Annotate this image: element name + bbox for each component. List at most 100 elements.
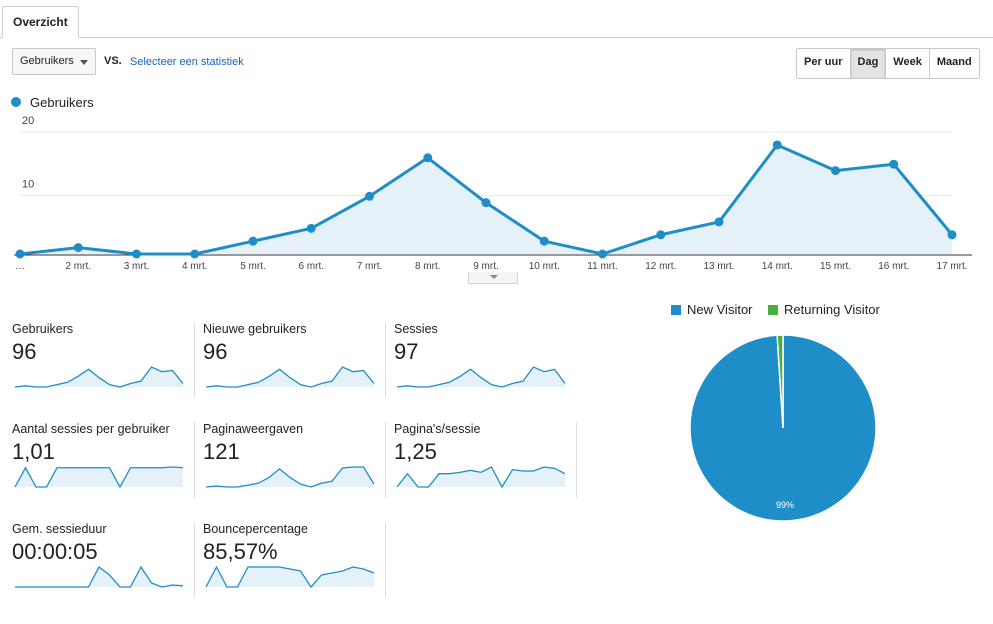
users-line-chart[interactable]: 20 10 … 2 mrt. 3 mrt. 4 mrt. 5 mrt. 6 mrt. 7 mrt… bbox=[0, 114, 993, 274]
metric-value: 00:00:05 bbox=[12, 539, 98, 564]
metric-label: Pagina's/sessie bbox=[394, 422, 481, 436]
data-point bbox=[132, 249, 141, 259]
data-point bbox=[190, 249, 200, 259]
sparkline bbox=[205, 366, 375, 388]
x-tick-label: 15 mrt. bbox=[820, 261, 851, 272]
x-tick-label: 13 mrt. bbox=[703, 261, 734, 272]
legend-swatch-icon bbox=[768, 304, 778, 315]
tab-overview[interactable]: Overzicht bbox=[2, 6, 79, 38]
sparkline bbox=[396, 366, 566, 388]
metric-tile[interactable]: Gebruikers 96 bbox=[12, 322, 195, 398]
metric-label: Nieuwe gebruikers bbox=[203, 322, 307, 336]
sparkline bbox=[205, 565, 375, 589]
data-point bbox=[73, 243, 83, 253]
chevron-down-icon bbox=[80, 60, 88, 65]
x-tick-label: 9 mrt. bbox=[473, 261, 499, 272]
vs-label: VS. bbox=[104, 55, 122, 67]
y-tick-label: 20 bbox=[22, 115, 34, 127]
metric-select[interactable]: Gebruikers bbox=[12, 48, 96, 75]
pie-slice-label: 99% bbox=[776, 500, 794, 510]
sparkline-area bbox=[206, 467, 374, 487]
metric-tile[interactable]: Sessies 97 bbox=[394, 322, 576, 398]
x-tick-label: 2 mrt. bbox=[65, 261, 91, 272]
sparkline-area bbox=[397, 367, 565, 387]
sparkline-area bbox=[15, 467, 183, 487]
tab-bar: Overzicht bbox=[0, 0, 993, 38]
data-point bbox=[481, 198, 491, 208]
sparkline-area bbox=[397, 467, 565, 487]
sparkline-line bbox=[14, 466, 184, 489]
x-tick-label: 16 mrt. bbox=[878, 261, 909, 272]
x-tick-label: 17 mrt. bbox=[936, 261, 967, 272]
data-point bbox=[306, 223, 316, 233]
metric-value: 96 bbox=[12, 339, 37, 364]
x-tick-label: 5 mrt. bbox=[240, 261, 266, 272]
pie-legend-returning[interactable]: Returning Visitor bbox=[768, 302, 880, 317]
metric-tile[interactable]: Bouncepercentage 85,57% bbox=[203, 522, 386, 598]
sparkline-area bbox=[15, 567, 183, 587]
metric-tile[interactable]: Nieuwe gebruikers 96 bbox=[203, 322, 386, 398]
data-point bbox=[831, 166, 840, 176]
x-tick-label: 12 mrt. bbox=[645, 261, 676, 272]
chart-collapse-handle[interactable] bbox=[468, 272, 518, 284]
period-button-month[interactable]: Maand bbox=[929, 49, 979, 78]
sparkline bbox=[14, 366, 184, 388]
metric-label: Gebruikers bbox=[12, 322, 74, 336]
data-point bbox=[714, 217, 724, 227]
metric-label: Paginaweergaven bbox=[203, 422, 304, 436]
period-button-hour[interactable]: Per uur bbox=[797, 49, 851, 78]
legend-swatch-icon bbox=[671, 304, 681, 315]
x-tick-label: 6 mrt. bbox=[298, 261, 324, 272]
sparkline-line bbox=[205, 366, 375, 388]
metric-tile[interactable]: Paginaweergaven 121 bbox=[203, 422, 386, 498]
x-tick-label: 7 mrt. bbox=[357, 261, 383, 272]
x-tick-label: 11 mrt. bbox=[587, 261, 617, 272]
sparkline-line bbox=[396, 366, 566, 388]
pie-legend-label: Returning Visitor bbox=[784, 302, 880, 317]
data-point bbox=[889, 159, 899, 169]
data-point bbox=[772, 140, 782, 150]
sparkline bbox=[205, 466, 375, 488]
x-tick-label: … bbox=[15, 261, 25, 272]
sparkline bbox=[15, 565, 184, 588]
metric-tile[interactable]: Pagina's/sessie 1,25 bbox=[394, 422, 577, 498]
series-area bbox=[20, 144, 952, 254]
data-point bbox=[423, 153, 433, 163]
sparkline bbox=[14, 466, 184, 489]
x-tick-label: 14 mrt. bbox=[762, 261, 793, 272]
data-point bbox=[539, 236, 549, 246]
data-point bbox=[15, 249, 25, 259]
metric-select-value: Gebruikers bbox=[20, 55, 74, 67]
x-tick-label: 3 mrt. bbox=[124, 261, 150, 272]
select-metric-link[interactable]: Selecteer een statistiek bbox=[130, 56, 244, 68]
metric-label: Sessies bbox=[394, 322, 438, 336]
data-point bbox=[248, 236, 258, 246]
metric-value: 85,57% bbox=[203, 539, 278, 564]
visitor-pie-chart[interactable]: 99% bbox=[685, 330, 881, 526]
metric-label: Aantal sessies per gebruiker bbox=[12, 422, 170, 436]
sparkline-line bbox=[396, 466, 566, 489]
x-tick-label: 4 mrt. bbox=[182, 261, 208, 272]
period-button-day[interactable]: Dag bbox=[850, 49, 887, 78]
metric-tile[interactable]: Aantal sessies per gebruiker 1,01 bbox=[12, 422, 195, 498]
sparkline-area bbox=[206, 367, 374, 387]
pie-legend-new[interactable]: New Visitor bbox=[671, 302, 753, 317]
metric-value: 121 bbox=[203, 439, 240, 464]
metric-label: Bouncepercentage bbox=[203, 522, 308, 536]
metric-value: 1,01 bbox=[12, 439, 55, 464]
x-tick-label: 8 mrt. bbox=[415, 261, 441, 272]
sparkline-line bbox=[205, 466, 375, 488]
sparkline-line bbox=[205, 565, 375, 589]
metric-tile[interactable]: Gem. sessieduur 00:00:05 bbox=[12, 522, 195, 598]
chart-legend-label[interactable]: Gebruikers bbox=[30, 95, 94, 110]
period-button-week[interactable]: Week bbox=[886, 49, 930, 78]
pie-slice bbox=[776, 334, 784, 429]
data-point bbox=[365, 191, 374, 201]
data-point bbox=[656, 230, 666, 240]
x-tick-label: 10 mrt. bbox=[529, 261, 560, 272]
y-tick-label: 10 bbox=[22, 179, 34, 191]
sparkline-line bbox=[14, 366, 184, 388]
data-point bbox=[947, 230, 957, 240]
data-point bbox=[598, 249, 607, 259]
sparkline-line bbox=[15, 565, 184, 588]
